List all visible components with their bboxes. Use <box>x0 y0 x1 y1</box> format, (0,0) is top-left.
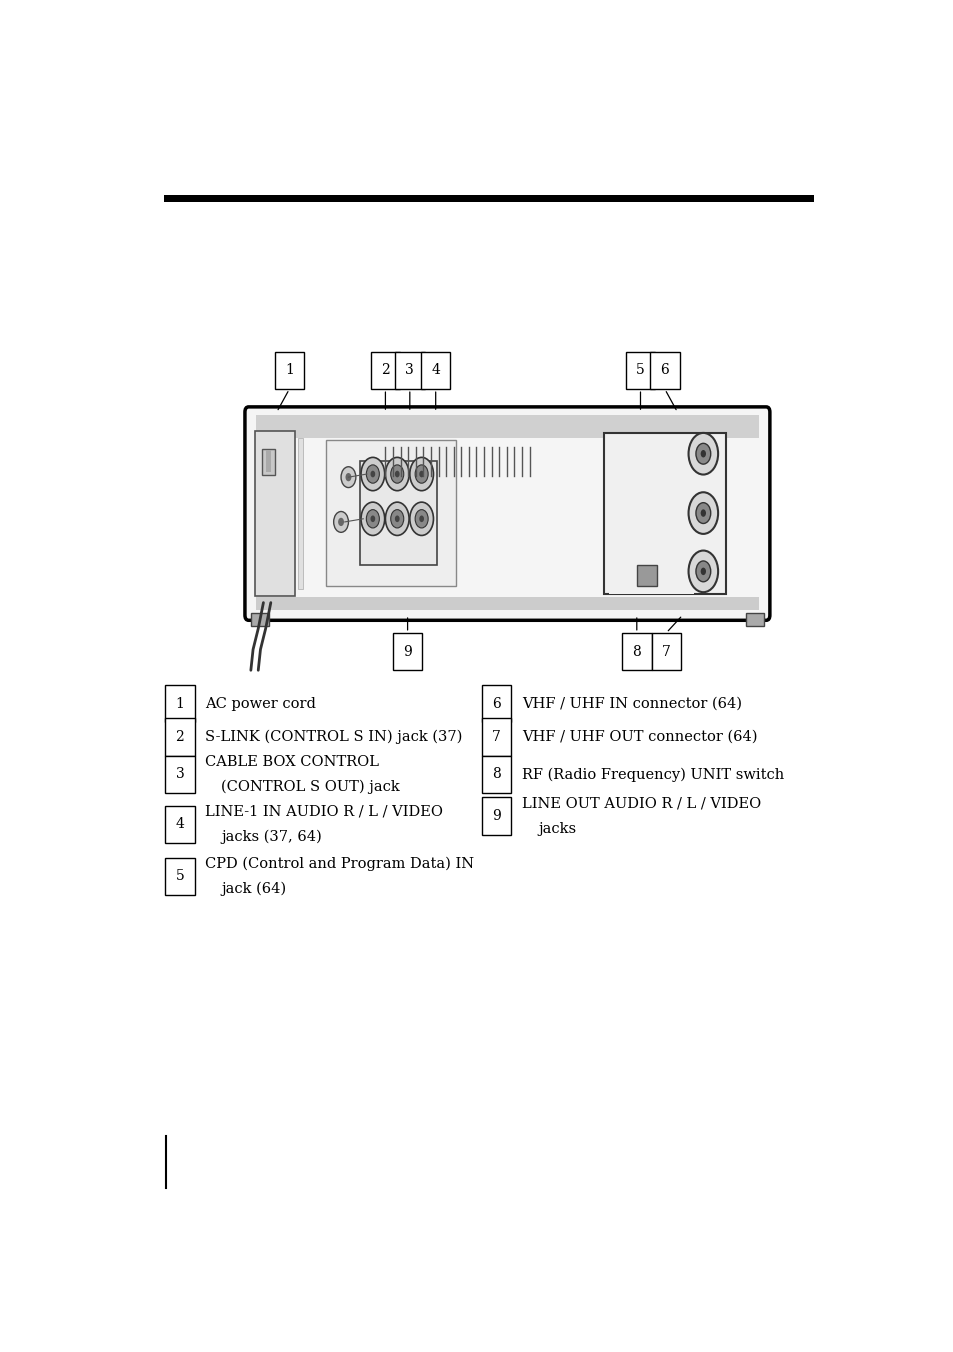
Circle shape <box>688 433 718 475</box>
Bar <box>359 461 436 565</box>
Circle shape <box>391 465 403 483</box>
Circle shape <box>360 457 384 491</box>
Circle shape <box>696 503 710 523</box>
Circle shape <box>345 473 351 481</box>
Bar <box>395 352 424 389</box>
Circle shape <box>385 457 409 491</box>
Bar <box>251 612 269 626</box>
Circle shape <box>418 515 423 522</box>
Text: CPD (Control and Program Data) IN: CPD (Control and Program Data) IN <box>205 857 474 871</box>
Bar <box>649 352 679 389</box>
Bar <box>393 633 422 671</box>
Text: 9: 9 <box>403 645 412 658</box>
Bar <box>165 806 194 844</box>
Bar <box>651 633 680 671</box>
Bar <box>255 415 758 438</box>
Circle shape <box>696 561 710 581</box>
Circle shape <box>700 568 705 575</box>
Circle shape <box>370 470 375 477</box>
Circle shape <box>366 510 379 529</box>
Circle shape <box>700 450 705 457</box>
Circle shape <box>688 550 718 592</box>
Circle shape <box>700 510 705 516</box>
Text: 7: 7 <box>661 645 670 658</box>
Bar <box>262 449 275 475</box>
Text: 4: 4 <box>175 818 184 831</box>
Text: jack (64): jack (64) <box>221 882 286 896</box>
Circle shape <box>341 466 355 488</box>
Circle shape <box>415 510 428 529</box>
Circle shape <box>385 502 409 535</box>
Circle shape <box>696 443 710 464</box>
Bar <box>255 598 758 610</box>
Text: S-LINK (CONTROL S IN) jack (37): S-LINK (CONTROL S IN) jack (37) <box>205 730 462 744</box>
Bar <box>274 352 304 389</box>
Text: 1: 1 <box>285 364 294 377</box>
Bar <box>165 857 194 895</box>
Circle shape <box>395 515 399 522</box>
Text: 6: 6 <box>659 364 669 377</box>
Circle shape <box>415 465 428 483</box>
Bar <box>420 352 450 389</box>
Bar <box>165 685 194 722</box>
Text: VHF / UHF IN connector (64): VHF / UHF IN connector (64) <box>521 696 741 711</box>
Bar <box>254 431 294 596</box>
Circle shape <box>395 470 399 477</box>
Circle shape <box>391 510 403 529</box>
Bar <box>370 352 399 389</box>
Bar <box>326 441 456 585</box>
Circle shape <box>418 470 423 477</box>
Circle shape <box>337 518 344 526</box>
Text: 6: 6 <box>492 696 500 711</box>
Text: 8: 8 <box>632 645 640 658</box>
Bar <box>165 756 194 794</box>
Bar <box>481 756 511 794</box>
Bar <box>621 633 651 671</box>
Text: LINE-1 IN AUDIO R / L / VIDEO: LINE-1 IN AUDIO R / L / VIDEO <box>205 804 442 819</box>
FancyBboxPatch shape <box>245 407 769 621</box>
Circle shape <box>410 457 433 491</box>
Bar <box>745 612 763 626</box>
Text: 7: 7 <box>492 730 500 744</box>
Text: 5: 5 <box>636 364 644 377</box>
Text: 9: 9 <box>492 808 500 823</box>
Text: LINE OUT AUDIO R / L / VIDEO: LINE OUT AUDIO R / L / VIDEO <box>521 796 760 810</box>
Bar <box>603 433 724 595</box>
Text: 2: 2 <box>175 730 184 744</box>
Circle shape <box>360 502 384 535</box>
Bar <box>481 685 511 722</box>
Circle shape <box>410 502 433 535</box>
Bar <box>637 565 657 585</box>
Circle shape <box>370 515 375 522</box>
Text: VHF / UHF OUT connector (64): VHF / UHF OUT connector (64) <box>521 730 757 744</box>
Bar <box>266 450 271 472</box>
Circle shape <box>334 511 348 533</box>
Text: 5: 5 <box>175 869 184 883</box>
Bar <box>164 195 813 201</box>
Text: RF (Radio Frequency) UNIT switch: RF (Radio Frequency) UNIT switch <box>521 767 783 781</box>
Bar <box>609 568 694 595</box>
Text: jacks (37, 64): jacks (37, 64) <box>221 830 322 844</box>
Text: (CONTROL S OUT) jack: (CONTROL S OUT) jack <box>221 780 399 794</box>
Text: CABLE BOX CONTROL: CABLE BOX CONTROL <box>205 754 378 769</box>
Bar <box>481 798 511 834</box>
Text: 1: 1 <box>175 696 184 711</box>
Text: jacks: jacks <box>537 822 576 836</box>
Bar <box>625 352 655 389</box>
Text: AC power cord: AC power cord <box>205 696 315 711</box>
Text: 4: 4 <box>431 364 439 377</box>
Text: 2: 2 <box>380 364 390 377</box>
Text: 3: 3 <box>175 768 184 781</box>
Text: 8: 8 <box>492 768 500 781</box>
Bar <box>298 438 302 589</box>
Circle shape <box>688 492 718 534</box>
Bar <box>481 718 511 756</box>
Circle shape <box>366 465 379 483</box>
Text: 3: 3 <box>405 364 414 377</box>
Bar <box>165 718 194 756</box>
